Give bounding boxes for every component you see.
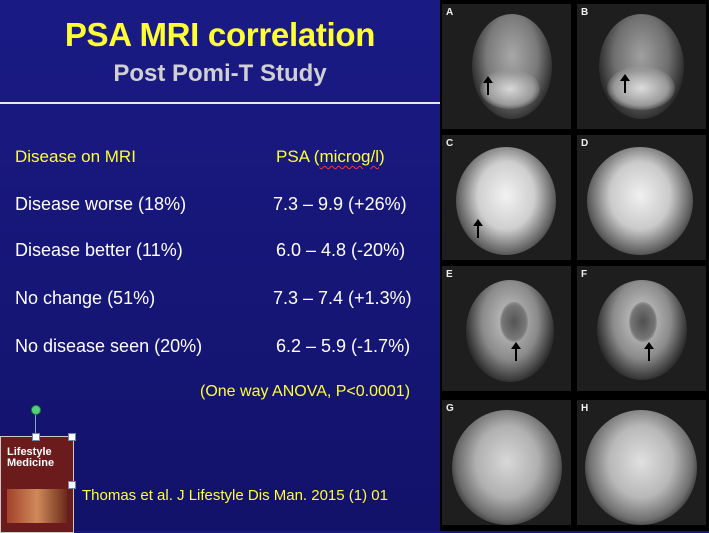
journal-cover-title: Lifestyle Medicine xyxy=(7,446,55,469)
psa-header-suffix: ) xyxy=(378,147,385,166)
journal-cover-photo xyxy=(7,489,67,523)
mri-label: B xyxy=(581,7,589,18)
rotation-handle[interactable] xyxy=(31,405,41,415)
arrow-icon xyxy=(620,74,630,93)
mri-image-a: A xyxy=(442,4,571,129)
row-label: Disease worse (18%) xyxy=(15,194,187,214)
mri-label: D xyxy=(581,138,589,149)
mri-image-g: G xyxy=(442,400,571,525)
row-psa: 7.3 – 7.4 (+1.3%) xyxy=(273,288,412,308)
mri-image-d: D xyxy=(577,135,706,260)
title-divider xyxy=(0,102,440,104)
mri-image-c: C xyxy=(442,135,571,260)
citation-text: Thomas et al. J Lifestyle Dis Man. 2015 … xyxy=(82,487,388,504)
mri-image-h: H xyxy=(577,400,706,525)
mri-image-e: E xyxy=(442,266,571,391)
column-header-disease: Disease on MRI xyxy=(15,147,136,166)
arrow-icon xyxy=(473,219,483,238)
mri-label: A xyxy=(446,7,454,18)
slide-subtitle: Post Pomi-T Study xyxy=(113,60,327,87)
row-label: No change (51%) xyxy=(15,288,156,308)
row-label: Disease better (11%) xyxy=(15,240,183,260)
arrow-icon xyxy=(644,342,654,361)
mri-label: E xyxy=(446,269,453,280)
mri-image-b: B xyxy=(577,4,706,129)
arrow-icon xyxy=(511,342,521,361)
column-header-psa: PSA (microg/l) xyxy=(276,147,385,167)
anova-statistic: (One way ANOVA, P<0.0001) xyxy=(200,383,411,400)
psa-unit: microg/l xyxy=(319,147,379,166)
row-psa: 7.3 – 9.9 (+26%) xyxy=(273,194,407,214)
journal-cover-image[interactable]: Lifestyle Medicine xyxy=(0,436,74,533)
row-psa: 6.0 – 4.8 (-20%) xyxy=(276,240,406,260)
mri-label: C xyxy=(446,138,454,149)
rotation-handle-line xyxy=(35,411,36,437)
psa-header-prefix: PSA ( xyxy=(276,147,320,166)
mri-label: G xyxy=(446,403,454,414)
mri-image-f: F xyxy=(577,266,706,391)
mri-label: F xyxy=(581,269,588,280)
slide-title: PSA MRI correlation xyxy=(64,16,376,53)
mri-label: H xyxy=(581,403,589,414)
row-label: No disease seen (20%) xyxy=(15,336,203,356)
resize-handle-right[interactable] xyxy=(68,481,76,489)
resize-handle-top-right[interactable] xyxy=(68,433,76,441)
row-psa: 6.2 – 5.9 (-1.7%) xyxy=(276,336,411,356)
arrow-icon xyxy=(483,76,493,95)
resize-handle-top[interactable] xyxy=(32,433,40,441)
